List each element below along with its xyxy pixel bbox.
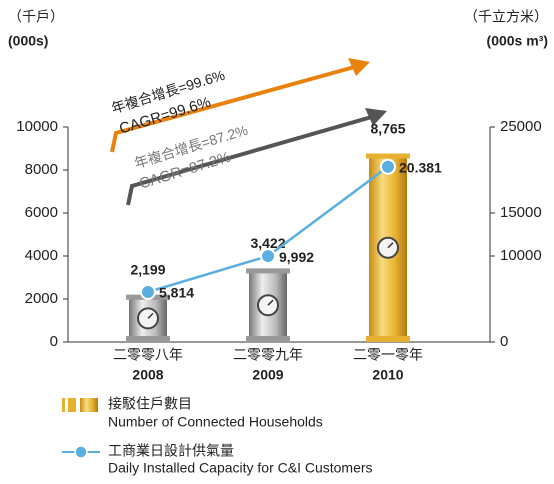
y2-tick-label: 15000 <box>500 204 542 221</box>
line-marker <box>140 283 156 300</box>
line-value-label: 20.381 <box>399 159 442 175</box>
arrow-head <box>365 108 387 126</box>
y-tick-label: 2000 <box>25 290 58 307</box>
bar-base <box>246 336 290 342</box>
x-tick-label: 2008 <box>132 367 163 383</box>
legend-swatch <box>68 398 76 412</box>
arrow <box>110 64 359 153</box>
y-title-zh: （千戶） <box>8 9 64 25</box>
arrow <box>126 114 376 206</box>
x-tick-label-zh: 二零一零年 <box>353 347 423 363</box>
line-value-label: 5,814 <box>159 285 194 301</box>
cylinder <box>246 268 290 342</box>
bar-base <box>126 336 170 342</box>
y2-title-zh: （千立方米） <box>464 9 548 25</box>
y2-title: (000s m³) <box>487 33 548 49</box>
cylinder <box>366 153 410 342</box>
y2-tick-label: 25000 <box>500 118 542 135</box>
bar-value-label: 8,765 <box>370 120 405 136</box>
x-tick-label: 2009 <box>252 367 283 383</box>
legend-label: 工商業日設計供氣量 <box>108 443 234 459</box>
legend-marker <box>74 445 88 459</box>
cylinder <box>126 294 170 342</box>
bar-value-label: 3,422 <box>250 235 285 251</box>
y-tick-label: 6000 <box>25 204 58 221</box>
y2-tick-label: 10000 <box>500 247 542 264</box>
line-marker <box>260 248 276 265</box>
gauge-needle <box>387 242 394 249</box>
bar-base <box>366 336 410 342</box>
bar-cap <box>246 268 290 274</box>
legend-swatch <box>80 398 98 412</box>
legend: 接駁住戶數目 Number of Connected Households 工商… <box>62 396 373 476</box>
x-tick-label-zh: 二零零九年 <box>233 347 303 363</box>
y-tick-label: 8000 <box>25 161 58 178</box>
y2-tick-label: 0 <box>500 333 508 350</box>
y-title: (000s) <box>8 33 48 49</box>
legend-swatch <box>62 398 65 412</box>
legend-label: 接駁住戶數目 <box>108 396 192 412</box>
y-tick-label: 4000 <box>25 247 58 264</box>
y-tick-label: 0 <box>50 333 58 350</box>
y-tick-label: 10000 <box>16 118 58 135</box>
line-marker <box>380 158 396 175</box>
bar-value-label: 2,199 <box>130 261 165 277</box>
bar-cap <box>366 153 410 159</box>
line-value-label: 9,992 <box>279 249 314 265</box>
x-tick-label: 2010 <box>372 367 403 383</box>
gauge-needle <box>147 312 154 319</box>
x-tick-label-zh: 二零零八年 <box>113 347 183 363</box>
legend-label: Number of Connected Households <box>108 414 323 430</box>
arrow-head <box>348 58 370 76</box>
legend-label: Daily Installed Capacity for C&I Custome… <box>108 460 373 476</box>
gauge-needle <box>267 299 274 306</box>
